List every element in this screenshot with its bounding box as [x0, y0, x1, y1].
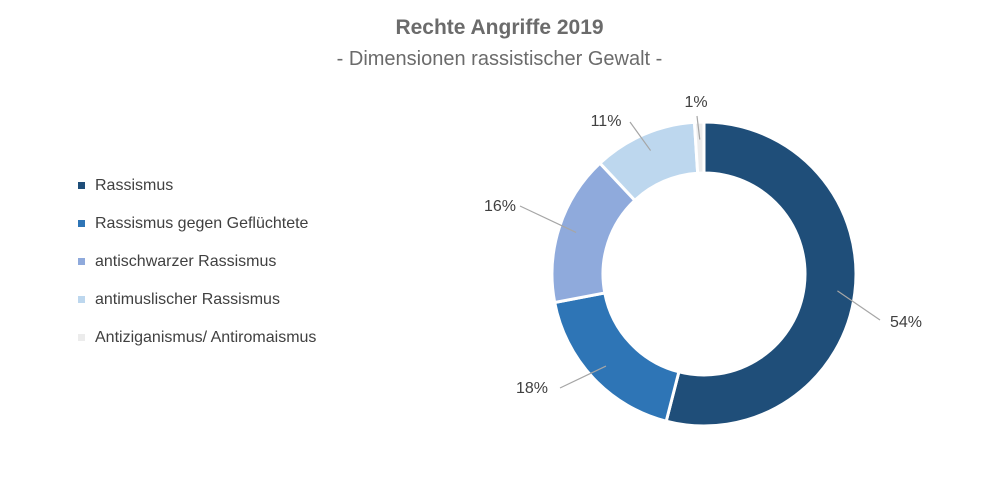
leader-line — [629, 121, 652, 151]
donut-slice — [552, 291, 681, 424]
legend-label: Rassismus gegen Geflüchtete — [95, 215, 309, 232]
data-label: 16% — [484, 198, 516, 215]
donut-slice — [692, 120, 706, 175]
leader-line — [696, 115, 701, 140]
chart-title: Rechte Angriffe 2019 — [395, 16, 604, 39]
legend-label: Antiziganismus/ Antiromaismus — [95, 329, 317, 346]
legend-swatch — [78, 182, 85, 189]
legend-swatch — [78, 258, 85, 265]
data-label: 18% — [516, 380, 548, 397]
data-label: 11% — [591, 113, 622, 130]
legend-swatch — [78, 220, 85, 227]
legend-label: antischwarzer Rassismus — [95, 253, 277, 270]
leader-line — [519, 205, 577, 233]
legend-label: antimuslischer Rassismus — [95, 291, 280, 308]
legend-swatch — [78, 334, 85, 341]
legend-label: Rassismus — [95, 177, 174, 194]
leader-line — [837, 290, 881, 321]
data-label: 1% — [684, 94, 707, 111]
leader-line — [559, 365, 607, 389]
chart-subtitle: - Dimensionen rassistischer Gewalt - — [336, 48, 663, 70]
donut-slice — [664, 120, 858, 428]
legend-swatch — [78, 296, 85, 303]
data-label: 54% — [890, 314, 922, 331]
